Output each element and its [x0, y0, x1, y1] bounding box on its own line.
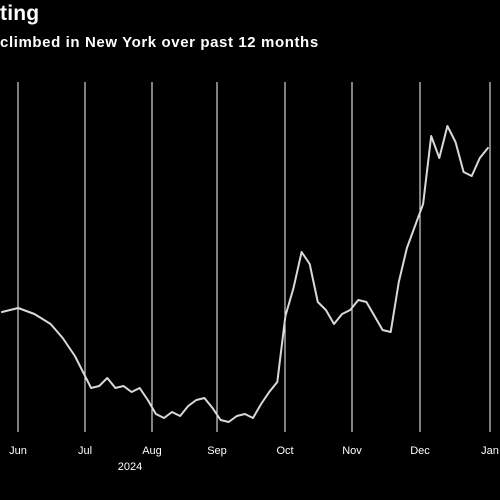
year-label: 2024	[118, 461, 142, 473]
x-tick-label: Jun	[9, 445, 27, 457]
x-axis: Jun Jul Aug Sep Oct Nov Dec Jan 2024	[9, 445, 499, 473]
x-tick-label: Sep	[207, 445, 227, 457]
x-tick-label: Jan	[481, 445, 499, 457]
x-tick-label: Jul	[78, 445, 92, 457]
x-tick-label: Nov	[342, 445, 362, 457]
x-tick-label: Dec	[410, 445, 430, 457]
x-tick-label: Aug	[142, 445, 162, 457]
chart-subtitle: climbed in New York over past 12 months	[0, 34, 319, 51]
gridlines	[17, 82, 491, 432]
series-group	[1, 125, 489, 423]
chart-title: ting	[0, 2, 40, 25]
x-tick-label: Oct	[276, 445, 293, 457]
series-line-1	[1, 125, 489, 423]
